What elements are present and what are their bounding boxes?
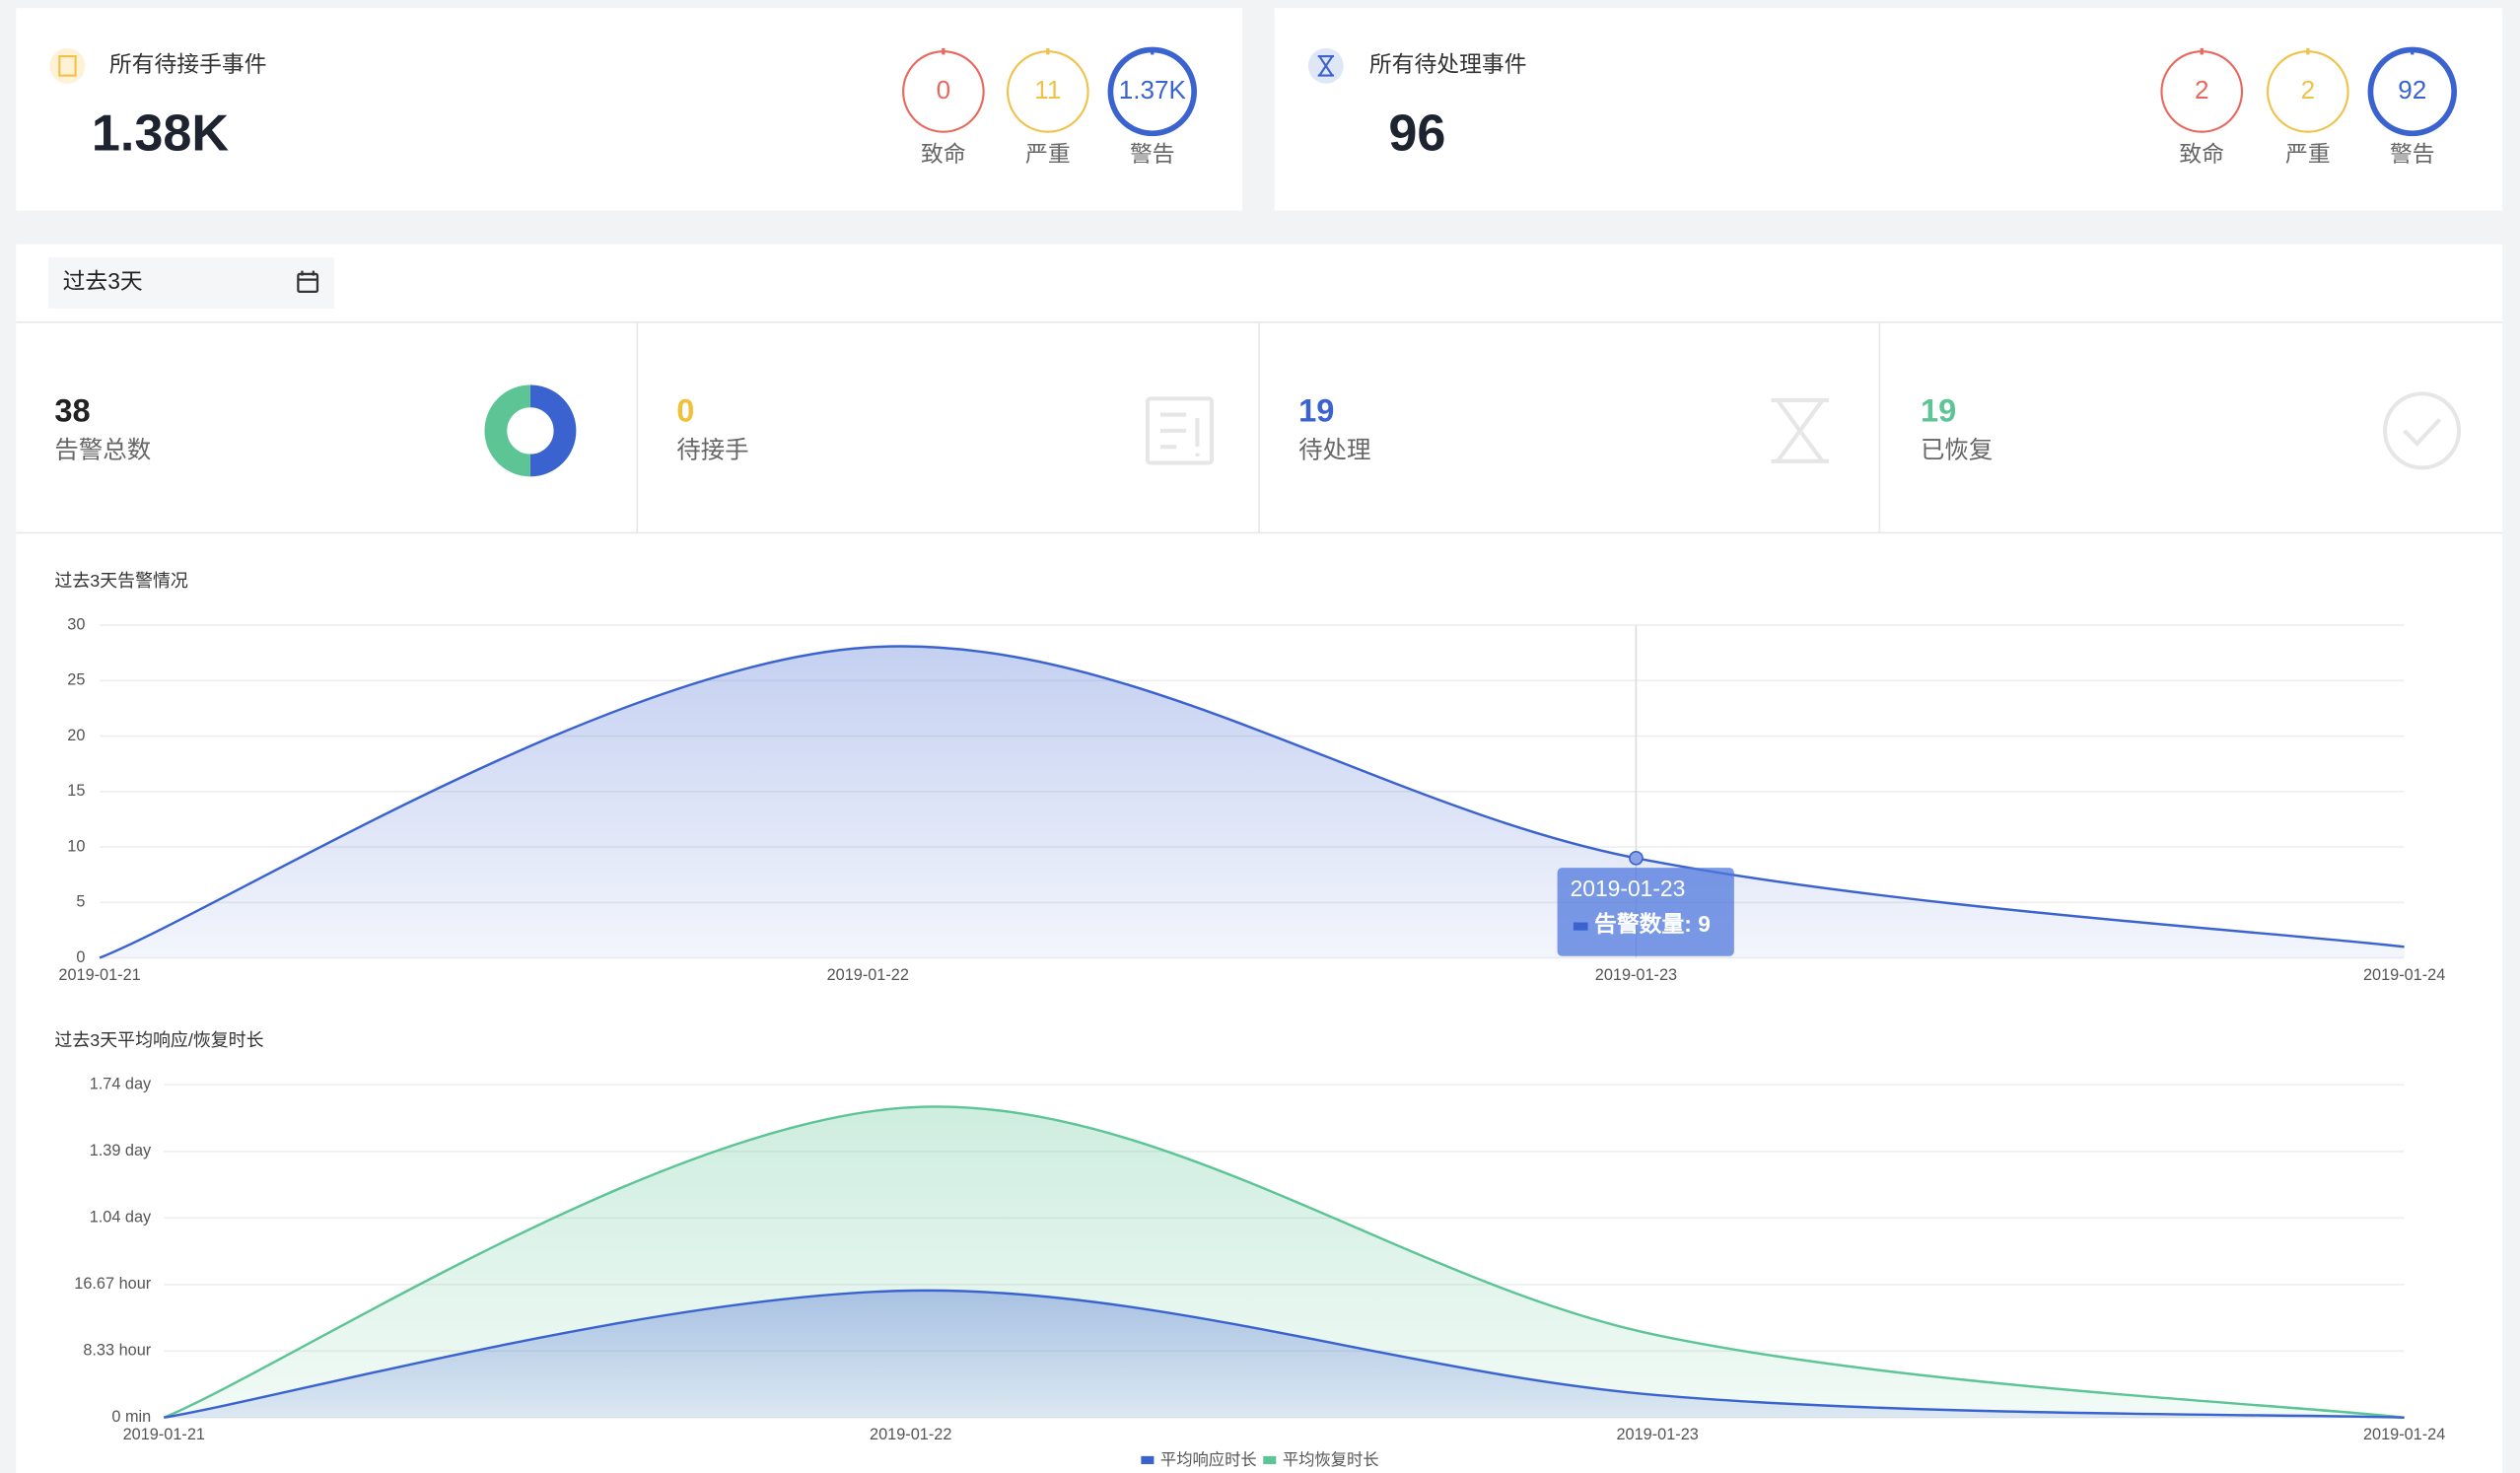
x-tick-label: 2019-01-23 bbox=[1616, 1426, 1698, 1443]
tooltip-label: 告警数量: 9 bbox=[1594, 911, 1711, 937]
stat-label: 待处理 bbox=[1298, 437, 1370, 464]
level-label: 严重 bbox=[2285, 141, 2331, 167]
y-tick-label: 8.33 hour bbox=[83, 1342, 151, 1360]
stat-icon bbox=[2383, 391, 2462, 470]
area bbox=[164, 1290, 2405, 1418]
y-tick-label: 1.74 day bbox=[90, 1076, 152, 1093]
card-title: 所有待处理事件 bbox=[1369, 51, 1527, 77]
x-tick-label: 2019-01-22 bbox=[827, 966, 909, 984]
stat-value: 19 bbox=[1298, 392, 1334, 429]
y-tick-label: 25 bbox=[67, 671, 85, 689]
level-label: 致命 bbox=[921, 141, 966, 167]
ring-tick bbox=[2306, 47, 2310, 55]
y-tick-label: 1.04 day bbox=[90, 1209, 152, 1227]
point bbox=[1629, 850, 1644, 866]
y-tick-label: 0 min bbox=[111, 1408, 151, 1426]
legend-swatch bbox=[1141, 1455, 1155, 1465]
card-icon bbox=[49, 47, 86, 84]
ring-tick bbox=[1151, 47, 1155, 55]
line bbox=[99, 645, 2405, 959]
stat-icon bbox=[1145, 396, 1215, 465]
level-value: 2 bbox=[2301, 75, 2316, 105]
ring-tick bbox=[2411, 47, 2415, 55]
tooltip-title: 2019-01-23 bbox=[1571, 876, 1686, 901]
date-picker[interactable] bbox=[47, 256, 335, 309]
card-icon bbox=[58, 54, 77, 77]
card-title: 所有待接手事件 bbox=[109, 51, 267, 77]
level-label: 警告 bbox=[1130, 141, 1175, 167]
x-tick-label: 2019-01-23 bbox=[1595, 966, 1677, 984]
y-tick-label: 5 bbox=[76, 893, 85, 911]
date-range[interactable]: 过去3天 bbox=[63, 268, 143, 294]
ring-tick bbox=[1046, 47, 1050, 55]
card bbox=[1274, 8, 2503, 211]
chart-title: 过去3天告警情况 bbox=[54, 571, 187, 591]
stat-label: 待接手 bbox=[676, 437, 748, 464]
legend-label: 平均响应时长 bbox=[1160, 1450, 1257, 1469]
y-tick-label: 1.39 day bbox=[90, 1142, 152, 1159]
line bbox=[163, 1105, 2405, 1419]
stat-value: 19 bbox=[1921, 392, 1956, 429]
tooltip-swatch bbox=[1573, 922, 1588, 931]
legend-label: 平均恢复时长 bbox=[1283, 1451, 1379, 1469]
divider bbox=[16, 321, 2503, 534]
y-tick-label: 10 bbox=[67, 837, 85, 855]
x-tick-label: 2019-01-21 bbox=[58, 966, 140, 984]
x-tick-label: 2019-01-24 bbox=[2363, 1426, 2445, 1443]
card-value: 1.38K bbox=[92, 105, 230, 162]
level-value: 1.37K bbox=[1119, 75, 1187, 105]
donut-segment bbox=[484, 385, 531, 477]
y-tick-label: 16.67 hour bbox=[74, 1275, 152, 1293]
card-value: 96 bbox=[1388, 105, 1445, 162]
x-tick-label: 2019-01-21 bbox=[123, 1426, 205, 1443]
level-value: 11 bbox=[1034, 75, 1061, 105]
y-tick-label: 15 bbox=[67, 782, 85, 800]
ring-tick bbox=[942, 47, 945, 55]
chart-title: 过去3天平均响应/恢复时长 bbox=[54, 1030, 263, 1050]
level-value: 0 bbox=[937, 75, 951, 105]
ring-tick bbox=[2200, 47, 2204, 55]
line bbox=[164, 1289, 2405, 1419]
donut-segment bbox=[529, 385, 577, 477]
x-tick-label: 2019-01-24 bbox=[2363, 966, 2445, 984]
stat-label: 告警总数 bbox=[54, 437, 151, 464]
area bbox=[100, 646, 2405, 958]
card bbox=[16, 8, 1243, 211]
legend-swatch bbox=[1263, 1455, 1277, 1465]
level-value: 2 bbox=[2195, 75, 2209, 105]
level-label: 警告 bbox=[2390, 141, 2435, 167]
level-label: 严重 bbox=[1025, 141, 1071, 167]
x-tick-label: 2019-01-22 bbox=[870, 1426, 951, 1443]
stat-value: 0 bbox=[676, 392, 694, 429]
tooltip bbox=[1557, 868, 1734, 956]
y-tick-label: 30 bbox=[67, 615, 85, 633]
stat-icon bbox=[1771, 397, 1830, 463]
y-tick-label: 20 bbox=[67, 727, 85, 744]
level-label: 致命 bbox=[2179, 141, 2224, 167]
card-icon bbox=[1317, 54, 1334, 77]
stat-value: 38 bbox=[54, 392, 90, 429]
stat-label: 已恢复 bbox=[1921, 437, 1993, 464]
y-tick-label: 0 bbox=[76, 948, 85, 966]
calendar-icon[interactable] bbox=[297, 270, 319, 294]
level-value: 92 bbox=[2398, 75, 2426, 105]
